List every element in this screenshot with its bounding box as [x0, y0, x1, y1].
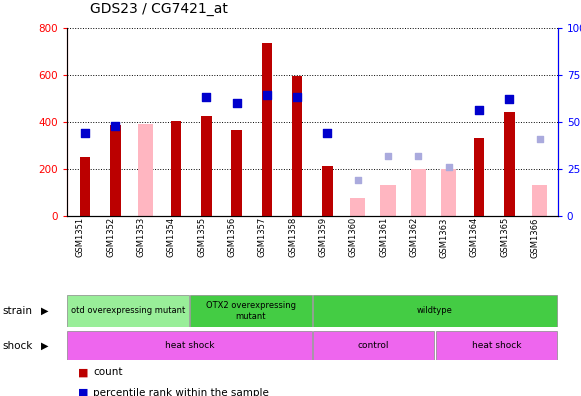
Bar	[261, 43, 272, 216]
Text: GSM1359: GSM1359	[318, 217, 328, 257]
Text: GSM1355: GSM1355	[197, 217, 206, 257]
Bar	[474, 138, 485, 216]
Point	[474, 107, 483, 114]
Bar	[231, 130, 242, 216]
Bar	[350, 198, 365, 216]
Text: ▶: ▶	[41, 306, 48, 316]
Bar	[411, 169, 426, 216]
Bar	[138, 124, 153, 216]
Point	[383, 152, 393, 159]
Text: GSM1361: GSM1361	[379, 217, 388, 257]
Bar	[436, 331, 557, 360]
Text: ■: ■	[78, 367, 89, 377]
Text: otd overexpressing mutant: otd overexpressing mutant	[71, 307, 185, 315]
Text: GSM1352: GSM1352	[106, 217, 115, 257]
Text: strain: strain	[3, 306, 33, 316]
Text: GSM1357: GSM1357	[258, 217, 267, 257]
Text: control: control	[358, 341, 389, 350]
Text: GSM1351: GSM1351	[76, 217, 85, 257]
Bar	[292, 76, 303, 216]
Text: OTX2 overexpressing
mutant: OTX2 overexpressing mutant	[206, 301, 296, 320]
Bar	[67, 331, 311, 360]
Point	[414, 152, 423, 159]
Bar	[441, 169, 456, 216]
Point	[232, 100, 241, 106]
Point	[202, 94, 211, 101]
Point	[353, 177, 363, 183]
Text: GSM1364: GSM1364	[470, 217, 479, 257]
Bar	[532, 185, 547, 216]
Point	[80, 130, 89, 136]
Text: GSM1356: GSM1356	[228, 217, 236, 257]
Point	[535, 135, 544, 142]
Point	[262, 92, 271, 99]
Bar	[313, 295, 557, 327]
Bar	[67, 295, 189, 327]
Bar	[504, 112, 515, 216]
Text: heat shock: heat shock	[165, 341, 214, 350]
Bar	[201, 116, 211, 216]
Text: GSM1363: GSM1363	[440, 217, 449, 257]
Text: GSM1358: GSM1358	[288, 217, 297, 257]
Bar	[190, 295, 311, 327]
Text: GDS23 / CG7421_at: GDS23 / CG7421_at	[90, 2, 228, 16]
Text: shock: shock	[3, 341, 33, 350]
Text: GSM1353: GSM1353	[137, 217, 146, 257]
Bar	[313, 331, 435, 360]
Point	[444, 164, 453, 170]
Text: ■: ■	[78, 388, 89, 396]
Text: ▶: ▶	[41, 341, 48, 350]
Bar	[110, 125, 121, 216]
Text: heat shock: heat shock	[472, 341, 521, 350]
Text: GSM1360: GSM1360	[349, 217, 358, 257]
Bar	[322, 166, 333, 216]
Text: GSM1362: GSM1362	[410, 217, 418, 257]
Bar	[80, 157, 90, 216]
Bar	[381, 185, 396, 216]
Bar	[171, 121, 181, 216]
Text: count: count	[93, 367, 123, 377]
Point	[292, 94, 302, 101]
Point	[505, 96, 514, 102]
Text: percentile rank within the sample: percentile rank within the sample	[93, 388, 269, 396]
Text: GSM1366: GSM1366	[530, 217, 540, 257]
Point	[110, 122, 120, 129]
Text: GSM1365: GSM1365	[500, 217, 510, 257]
Text: wildtype: wildtype	[417, 307, 453, 315]
Text: GSM1354: GSM1354	[167, 217, 176, 257]
Point	[323, 130, 332, 136]
